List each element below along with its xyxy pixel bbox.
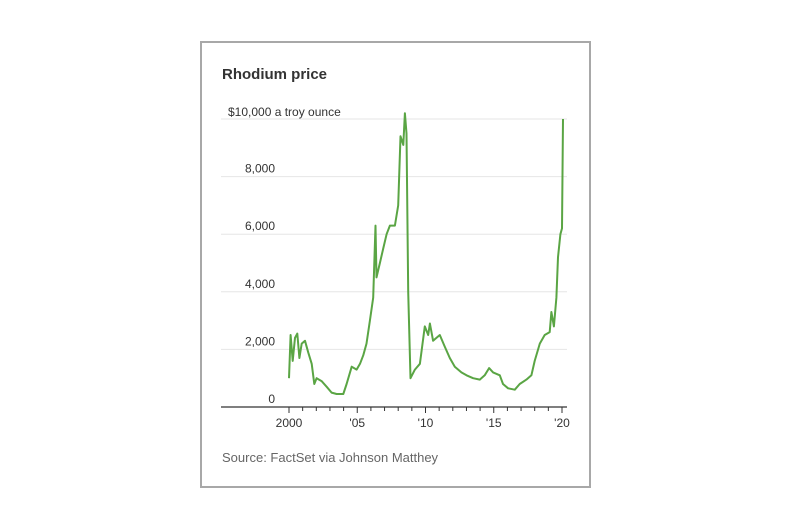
y-tick-label: 4,000 xyxy=(245,277,275,291)
price-line xyxy=(288,112,564,395)
chart-frame xyxy=(200,41,591,488)
y-tick-label: 2,000 xyxy=(245,334,275,348)
y-axis-unit-label: $10,000 a troy ounce xyxy=(228,105,341,119)
chart-title: Rhodium price xyxy=(222,66,327,83)
x-tick-label: '05 xyxy=(349,416,365,430)
x-tick-label: 2000 xyxy=(276,416,303,430)
source-note: Source: FactSet via Johnson Matthey xyxy=(222,450,439,465)
x-tick-label: '15 xyxy=(486,416,502,430)
y-tick-label: 8,000 xyxy=(245,162,275,176)
y-tick-label: 6,000 xyxy=(245,219,275,233)
y-tick-label: 0 xyxy=(268,392,275,406)
x-tick-label: '10 xyxy=(418,416,434,430)
x-tick-label: '20 xyxy=(554,416,570,430)
